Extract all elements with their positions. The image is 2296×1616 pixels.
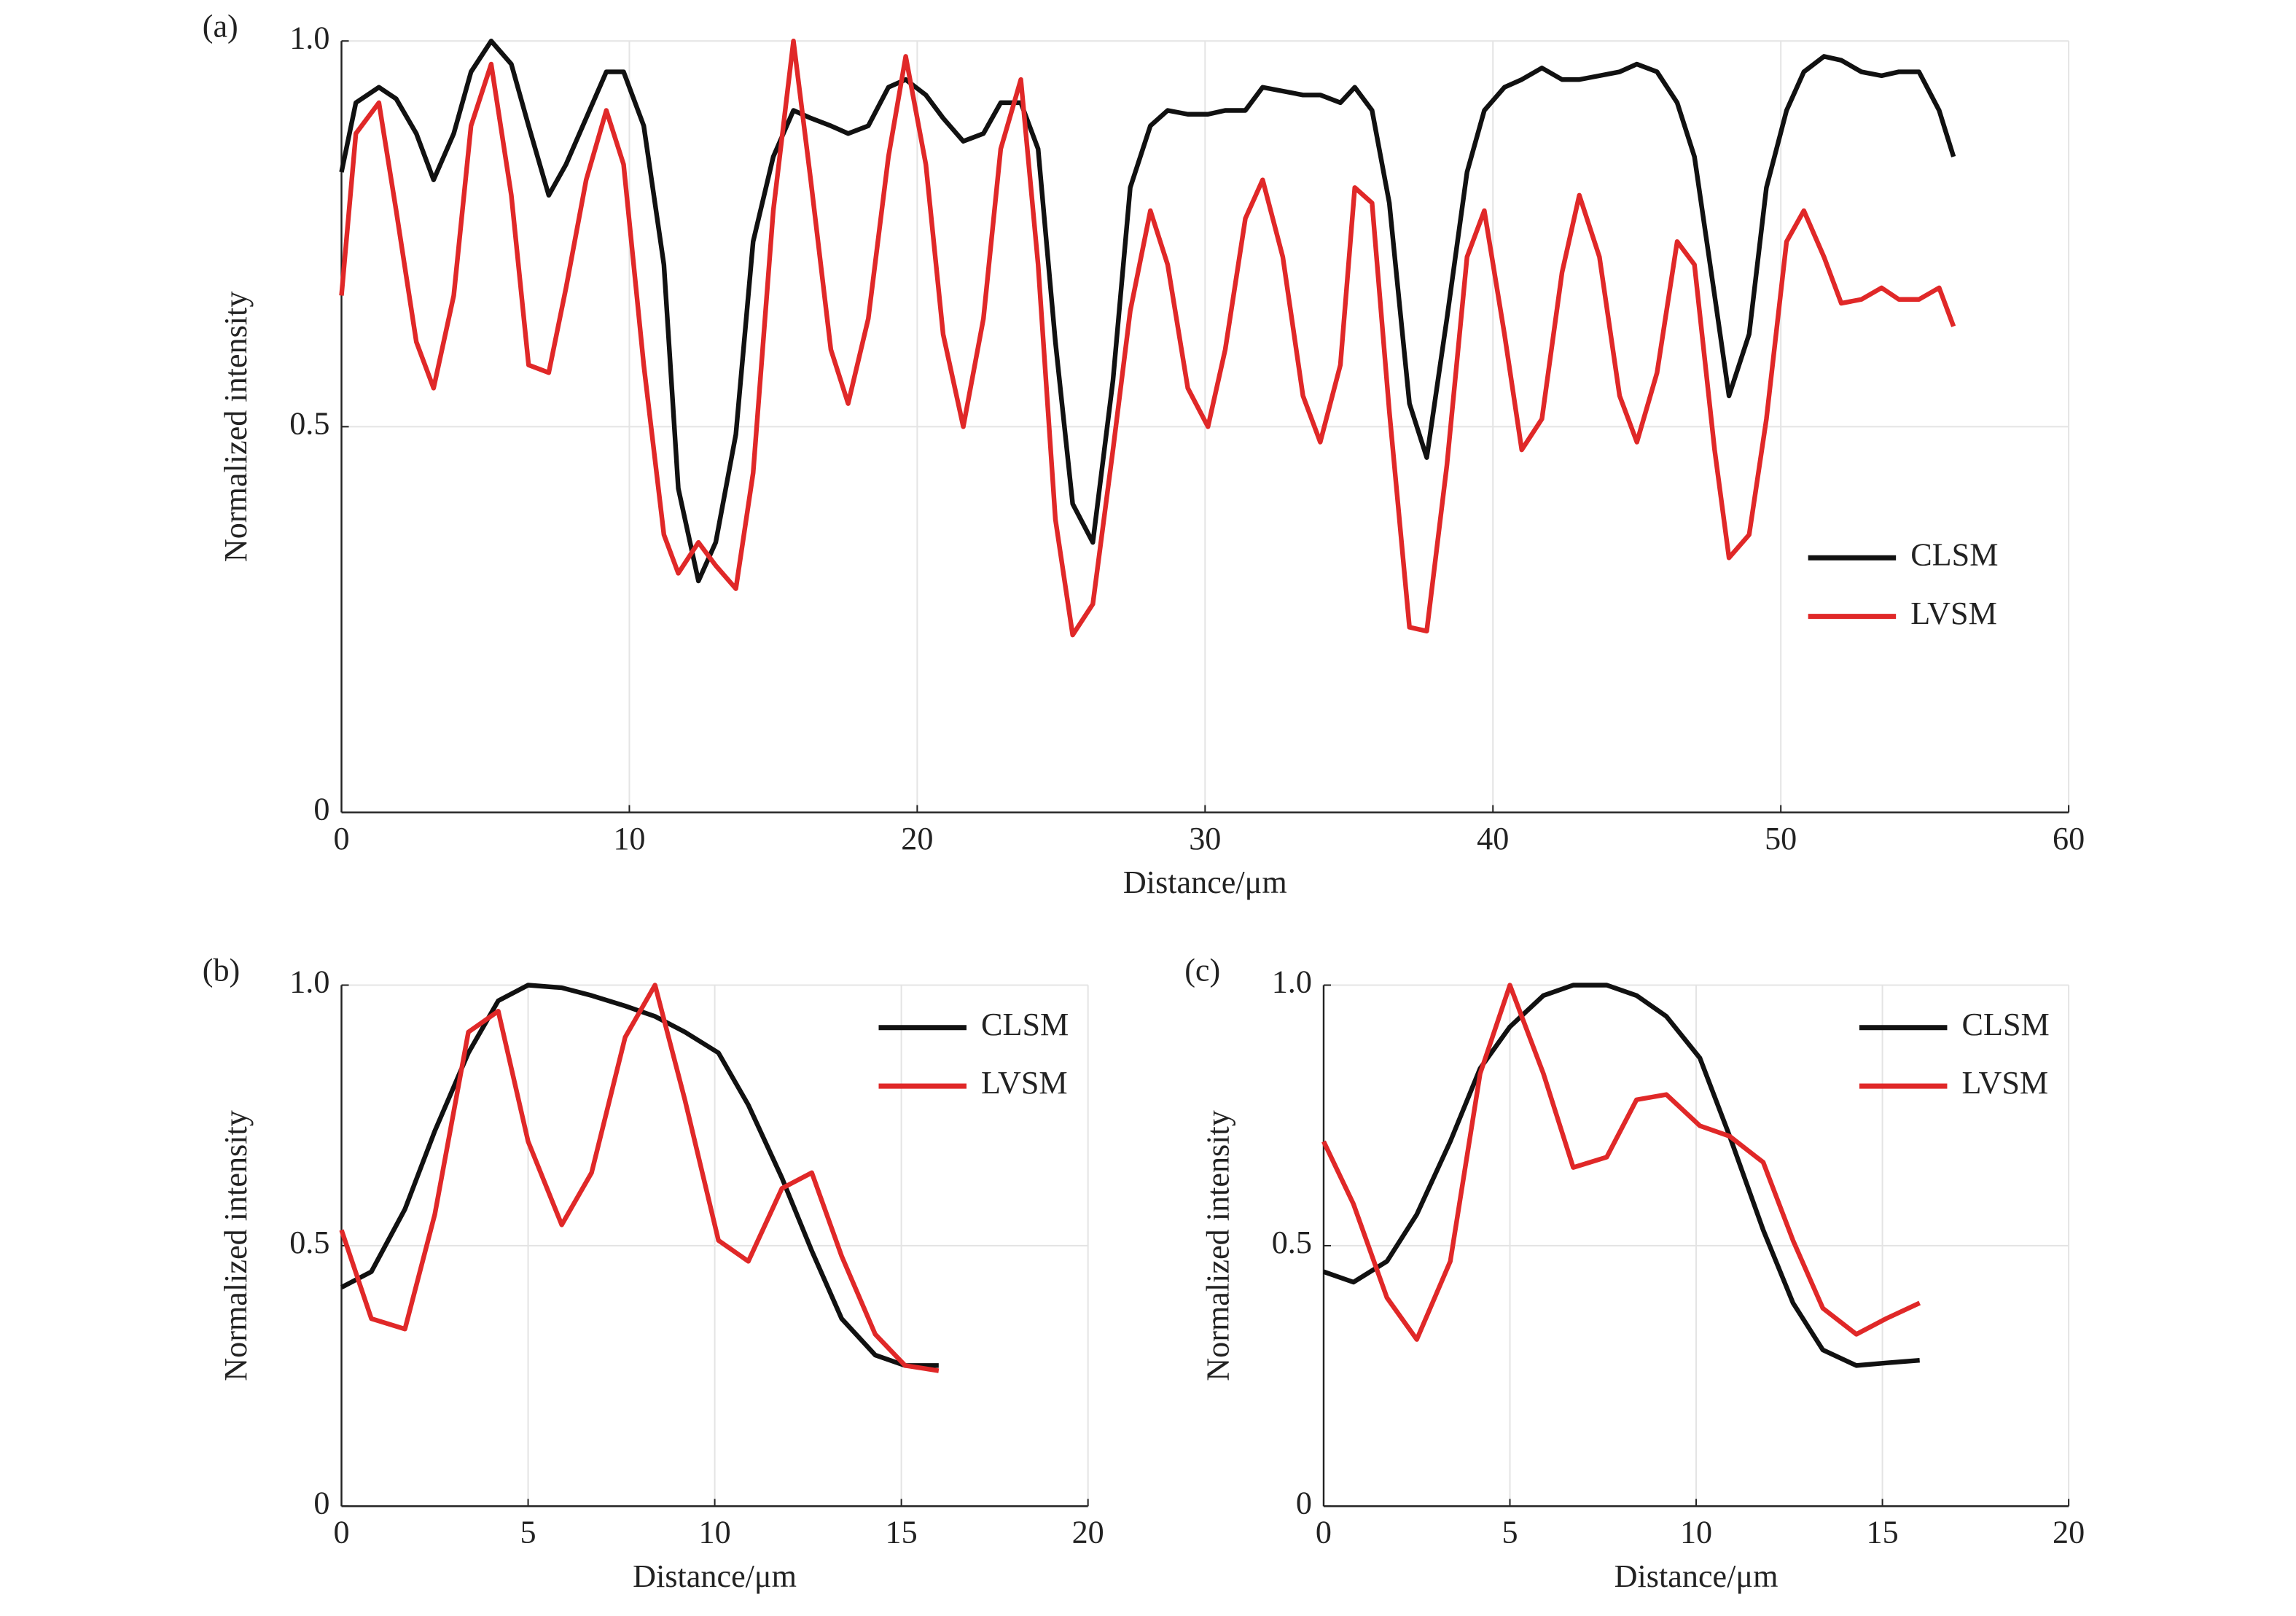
panel: 0 5 10 15 20 0 0.5 1.0 Distance/μm Normalized int… <box>203 953 1104 1594</box>
x-tick-label: 20 <box>2053 1515 2085 1550</box>
x-tick-label: 40 <box>1477 821 1509 856</box>
x-tick-label: 5 <box>1502 1515 1518 1550</box>
legend-label: LVSM <box>1962 1065 2049 1101</box>
panel: 0 5 10 15 20 0 0.5 1.0 Distance/μm Normalized int… <box>1184 953 2085 1594</box>
x-tick-label: 10 <box>613 821 645 856</box>
x-tick-label: 0 <box>333 821 349 856</box>
y-tick-label: 0 <box>313 1486 329 1521</box>
data-line <box>339 39 1956 638</box>
y-axis-label: Normalized intensity <box>218 292 254 563</box>
data-line <box>1321 983 1921 1342</box>
x-tick-label: 10 <box>1680 1515 1712 1550</box>
y-tick-label: 1.0 <box>289 964 329 1000</box>
x-tick-label: 5 <box>520 1515 536 1550</box>
x-tick-label: 0 <box>333 1515 349 1550</box>
legend-label: LVSM <box>981 1065 1068 1101</box>
data-line <box>1322 983 1920 1368</box>
y-tick-label: 1.0 <box>1272 964 1312 1000</box>
x-tick-label: 30 <box>1189 821 1221 856</box>
panel-label: (a) <box>203 8 238 44</box>
legend-label: CLSM <box>1910 536 1998 572</box>
legend-label: LVSM <box>1910 596 1997 631</box>
x-axis-label: Distance/μm <box>633 1558 797 1594</box>
panel-label: (b) <box>203 953 240 988</box>
data-line <box>340 983 939 1368</box>
panel-label: (c) <box>1184 953 1220 988</box>
legend-label: CLSM <box>981 1007 1069 1042</box>
x-tick-label: 15 <box>1867 1515 1899 1550</box>
x-tick-label: 0 <box>1316 1515 1332 1550</box>
y-tick-label: 0.5 <box>289 1225 329 1260</box>
x-axis-label: Distance/μm <box>1614 1558 1778 1594</box>
data-line <box>339 983 940 1373</box>
y-tick-label: 0 <box>1296 1486 1312 1521</box>
x-tick-label: 20 <box>1072 1515 1104 1550</box>
x-tick-label: 15 <box>886 1515 918 1550</box>
panel: 0 10 20 30 40 50 60 0 0.5 1.0 Distance/μm Normalize… <box>203 8 2085 900</box>
y-axis-label: Normalized intensity <box>218 1110 254 1381</box>
x-axis-label: Distance/μm <box>1123 864 1287 900</box>
x-tick-label: 10 <box>699 1515 731 1550</box>
data-line <box>339 39 1956 584</box>
legend-label: CLSM <box>1962 1007 2050 1042</box>
y-tick-label: 1.0 <box>289 20 329 55</box>
y-tick-label: 0.5 <box>289 406 329 442</box>
y-tick-label: 0 <box>313 792 329 827</box>
x-tick-label: 20 <box>901 821 933 856</box>
x-tick-label: 60 <box>2053 821 2085 856</box>
y-axis-label: Normalized intensity <box>1200 1110 1236 1381</box>
x-tick-label: 50 <box>1765 821 1797 856</box>
y-tick-label: 0.5 <box>1272 1225 1312 1260</box>
